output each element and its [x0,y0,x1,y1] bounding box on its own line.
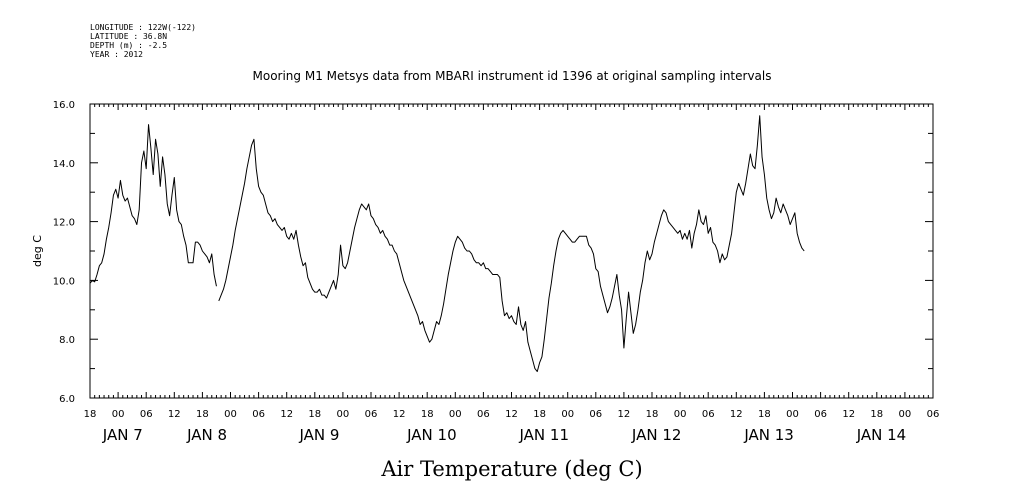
x-hour-label: 06 [140,409,153,420]
data-series [89,115,805,373]
longitude-text: LONGITUDE : 122W(-122) [90,23,196,32]
x-hour-label: 00 [449,409,462,420]
y-tick-labels: 6.0 8.0 10.0 12.0 14.0 16.0 [53,100,75,405]
y-tick-label: 14.0 [53,159,75,170]
x-hour-label: 18 [758,409,771,420]
series-line [218,115,805,373]
y-tick-label: 16.0 [53,100,75,111]
x-hour-label: 18 [870,409,883,420]
x-hour-label: 18 [533,409,546,420]
latitude-text: LATITUDE : 36.8N [90,32,167,41]
y-tick-label: 8.0 [59,335,75,346]
x-date-label: JAN 7 [102,426,143,444]
x-hour-label: 12 [168,409,181,420]
axis-ticks [89,103,934,399]
x-hour-label: 00 [561,409,574,420]
x-hour-label: 00 [786,409,799,420]
x-hour-label: 00 [224,409,237,420]
x-hour-label: 12 [730,409,743,420]
plot-frame [89,103,934,399]
x-hour-label: 06 [589,409,602,420]
x-hour-label: 12 [842,409,855,420]
y-axis-label: deg C [31,235,44,267]
x-date-labels: JAN 7 JAN 8 JAN 9 JAN 10 JAN 11 JAN 12 JAN 13 J… [102,426,906,444]
x-date-label: JAN 9 [298,426,339,444]
x-hour-label: 00 [112,409,125,420]
depth-text: DEPTH (m) : -2.5 [90,41,167,50]
x-hour-label: 18 [84,409,97,420]
x-hour-label: 00 [674,409,687,420]
x-date-label: JAN 14 [856,426,907,444]
metadata-block: LONGITUDE : 122W(-122) LATITUDE : 36.8N … [90,23,196,59]
x-axis-label: Air Temperature (deg C) [380,457,642,481]
x-hour-label: 06 [477,409,490,420]
x-hour-label: 06 [814,409,827,420]
x-date-label: JAN 12 [631,426,682,444]
x-hour-label: 06 [365,409,378,420]
x-hour-label: 12 [618,409,631,420]
x-hour-label: 18 [196,409,209,420]
x-date-label: JAN 10 [406,426,457,444]
x-hour-label: 12 [280,409,293,420]
x-hour-labels: 18 00 06 12 18 00 06 12 18 00 06 12 18 00 06 12 18 00 06 12… [84,409,940,420]
x-hour-label: 06 [252,409,265,420]
x-hour-label: 12 [393,409,406,420]
x-date-label: JAN 11 [519,426,570,444]
y-tick-label: 10.0 [53,276,75,287]
x-hour-label: 18 [308,409,321,420]
x-hour-label: 18 [421,409,434,420]
x-hour-label: 00 [899,409,912,420]
y-tick-label: 6.0 [59,394,75,405]
x-hour-label: 06 [702,409,715,420]
x-date-label: JAN 13 [743,426,794,444]
x-hour-label: 18 [646,409,659,420]
series-line [89,124,217,287]
x-hour-label: 12 [505,409,518,420]
y-tick-label: 12.0 [53,218,75,229]
x-date-label: JAN 8 [186,426,227,444]
x-hour-label: 06 [927,409,940,420]
x-hour-label: 00 [337,409,350,420]
chart-title: Mooring M1 Metsys data from MBARI instru… [253,69,772,83]
year-text: YEAR : 2012 [90,50,143,59]
